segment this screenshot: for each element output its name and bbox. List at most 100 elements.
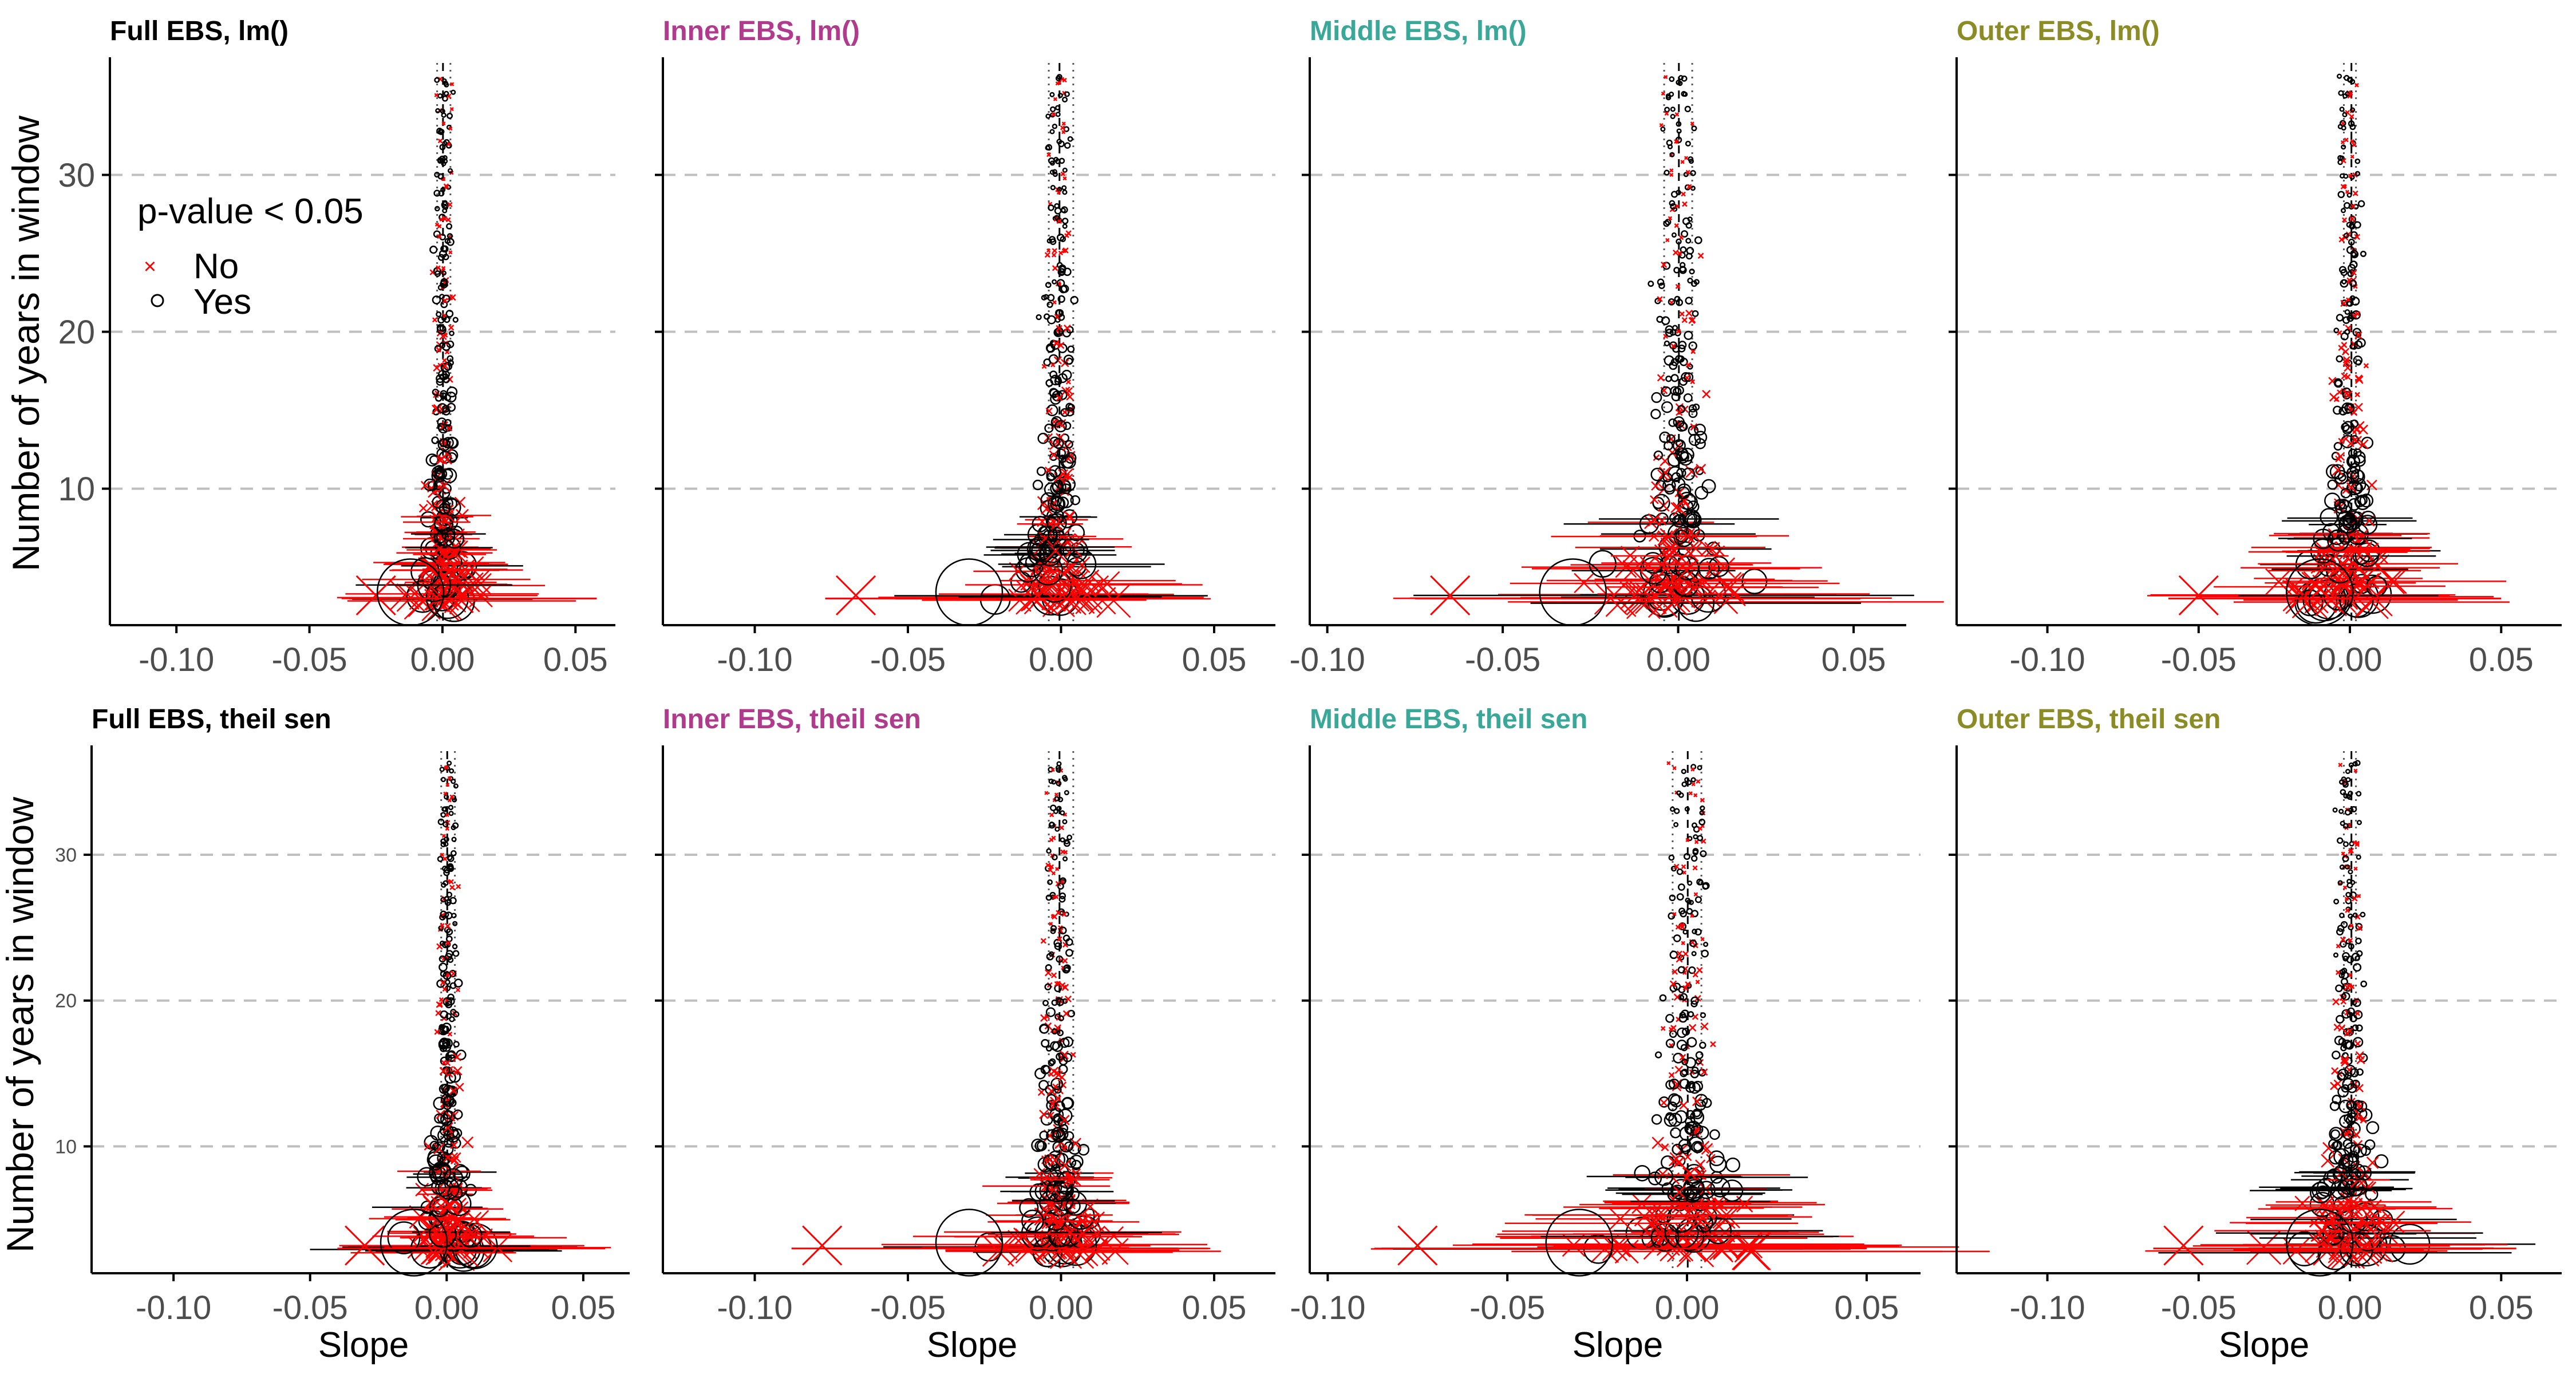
point-significant	[1692, 1108, 1701, 1118]
point-not-significant	[447, 202, 453, 208]
point-significant	[1032, 515, 1049, 532]
point-significant	[1677, 486, 1690, 499]
point-not-significant	[2346, 983, 2352, 989]
x-tick-label: 0.05	[2469, 641, 2534, 678]
point-significant	[2342, 781, 2348, 787]
point-significant	[1065, 440, 1073, 449]
x-axis-label-col3: Slope	[1573, 1325, 1664, 1365]
point-significant	[1678, 75, 1684, 81]
point-not-significant	[1049, 922, 1053, 926]
point-significant	[2359, 493, 2374, 508]
point-not-significant	[1065, 995, 1072, 1002]
point-significant	[442, 376, 450, 384]
point-significant	[2345, 777, 2351, 783]
point-significant	[1699, 810, 1705, 816]
x-tick-label: -0.10	[717, 641, 792, 678]
point-significant	[1054, 207, 1062, 215]
point-significant	[1070, 295, 1079, 305]
point-not-significant	[1696, 779, 1701, 784]
point-significant	[1058, 926, 1067, 935]
point-significant	[1698, 819, 1706, 826]
point-significant	[2309, 1182, 2332, 1204]
point-significant	[2339, 969, 2346, 976]
point-significant	[2353, 963, 2362, 972]
point-not-significant	[1057, 80, 1062, 85]
point-significant	[2336, 355, 2344, 363]
point-not-significant	[434, 1029, 440, 1035]
point-significant	[441, 1025, 450, 1034]
point-not-significant	[2340, 1055, 2349, 1064]
point-not-significant	[2348, 938, 2353, 943]
point-significant	[1680, 1044, 1688, 1052]
point-significant	[438, 962, 448, 972]
point-significant	[1660, 126, 1666, 132]
x-tick-label: 0.05	[2469, 1289, 2534, 1326]
point-significant	[1651, 1114, 1662, 1125]
point-not-significant	[448, 879, 454, 885]
point-significant	[1684, 806, 1690, 812]
panel-middle_lm: Middle EBS, lm() -0.10 -0.05 0.00 0.05	[1290, 16, 1944, 678]
point-not-significant	[1048, 868, 1053, 872]
point-not-significant	[1056, 325, 1062, 332]
point-significant	[1678, 422, 1688, 432]
point-significant	[2342, 855, 2349, 862]
point-significant	[2355, 937, 2362, 945]
data-marks	[2145, 760, 2536, 1277]
point-significant	[2352, 574, 2372, 594]
point-not-significant	[1690, 349, 1696, 354]
point-not-significant	[1047, 1111, 1054, 1119]
point-not-significant	[2344, 137, 2349, 143]
point-significant	[1665, 329, 1674, 337]
point-not-significant	[445, 217, 451, 223]
panel-outer_lm: Outer EBS, lm() -0.10 -0.05 0.00 0.05	[1949, 16, 2562, 678]
point-significant	[435, 108, 441, 113]
point-not-significant	[442, 455, 452, 465]
point-significant	[1686, 247, 1694, 255]
point-significant	[2338, 514, 2358, 534]
point-significant	[439, 1037, 450, 1048]
point-significant	[1037, 432, 1049, 444]
point-not-significant	[1049, 450, 1058, 460]
x-tick-label: 0.05	[1182, 1289, 1247, 1326]
point-significant	[453, 1041, 460, 1048]
point-significant	[443, 1130, 455, 1141]
point-not-significant	[1065, 230, 1072, 236]
point-not-significant	[446, 547, 460, 561]
point-not-significant	[2355, 1084, 2364, 1093]
point-significant	[1670, 1127, 1681, 1139]
panel-title: Full EBS, lm()	[110, 16, 289, 46]
point-not-significant	[440, 923, 445, 928]
point-significant	[1545, 1209, 1613, 1277]
panel-title: Outer EBS, theil sen	[1957, 704, 2221, 735]
point-significant	[1045, 964, 1052, 972]
point-significant	[2341, 968, 2348, 974]
point-significant	[451, 836, 457, 842]
point-significant	[442, 208, 448, 214]
point-not-significant	[1670, 344, 1677, 349]
point-significant	[2341, 1153, 2360, 1171]
point-significant	[2333, 441, 2342, 451]
point-not-significant	[2338, 437, 2345, 444]
point-significant	[1694, 236, 1702, 244]
point-significant	[1063, 967, 1070, 974]
point-significant	[1056, 780, 1062, 787]
point-not-significant	[2340, 998, 2346, 1005]
point-significant	[1658, 282, 1665, 289]
point-significant	[2336, 1014, 2345, 1024]
point-not-significant	[1692, 1096, 1702, 1107]
point-significant	[430, 1126, 445, 1141]
point-not-significant	[1685, 981, 1691, 988]
point-significant	[2348, 913, 2353, 919]
point-not-significant	[437, 234, 442, 239]
point-significant	[1674, 1110, 1688, 1124]
point-not-significant	[1681, 191, 1686, 197]
point-significant	[2349, 124, 2356, 131]
point-significant	[2328, 1150, 2343, 1165]
point-not-significant	[1679, 1100, 1688, 1110]
point-not-significant	[1676, 950, 1682, 957]
point-significant	[1691, 951, 1697, 957]
point-significant	[2337, 1072, 2346, 1081]
point-significant	[454, 1222, 475, 1243]
point-not-significant	[1673, 249, 1679, 256]
point-not-significant	[1058, 250, 1064, 255]
